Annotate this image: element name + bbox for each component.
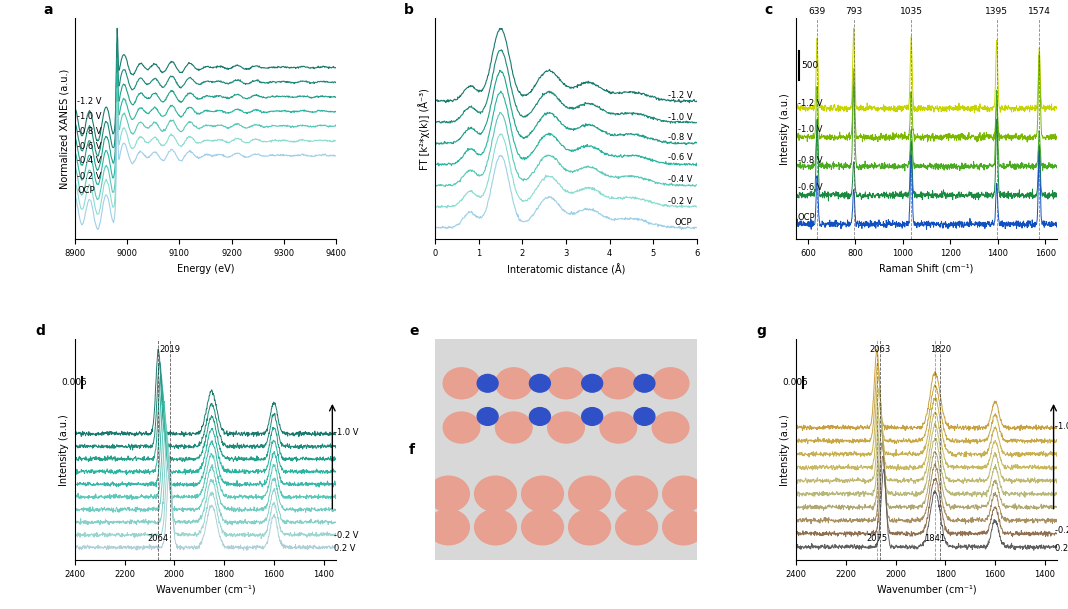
Text: 1841: 1841 xyxy=(925,533,945,543)
Text: 793: 793 xyxy=(845,7,862,16)
Text: -0.8 V: -0.8 V xyxy=(798,156,822,165)
Circle shape xyxy=(663,476,705,512)
X-axis label: Wavenumber (cm⁻¹): Wavenumber (cm⁻¹) xyxy=(156,585,255,594)
Circle shape xyxy=(653,368,689,399)
Text: OCP: OCP xyxy=(675,217,692,227)
Circle shape xyxy=(521,509,564,545)
Circle shape xyxy=(548,368,584,399)
Circle shape xyxy=(582,375,602,392)
Text: a: a xyxy=(44,3,53,17)
Text: e: e xyxy=(409,323,419,337)
Text: -0.8 V: -0.8 V xyxy=(668,133,692,142)
Circle shape xyxy=(582,407,602,425)
Text: -1.2 V: -1.2 V xyxy=(668,91,692,100)
Text: -1.0 V: -1.0 V xyxy=(798,125,822,134)
Text: 639: 639 xyxy=(808,7,826,16)
Text: -1.2 V: -1.2 V xyxy=(77,97,101,106)
Circle shape xyxy=(653,412,689,443)
Circle shape xyxy=(496,412,532,443)
Circle shape xyxy=(474,509,517,545)
Y-axis label: Intensity (a.u.): Intensity (a.u.) xyxy=(59,414,69,485)
Text: -1.0 V: -1.0 V xyxy=(77,112,101,121)
Circle shape xyxy=(568,476,611,512)
X-axis label: Energy (eV): Energy (eV) xyxy=(176,264,234,274)
Text: 1035: 1035 xyxy=(899,7,923,16)
Text: -0.2 V: -0.2 V xyxy=(668,197,692,206)
Circle shape xyxy=(496,368,532,399)
Circle shape xyxy=(663,509,705,545)
Text: -1.2 V: -1.2 V xyxy=(798,99,822,108)
Text: -0.4 V: -0.4 V xyxy=(77,157,101,166)
Text: d: d xyxy=(35,323,46,337)
Circle shape xyxy=(427,509,469,545)
Text: -0.6 V: -0.6 V xyxy=(668,153,692,162)
Text: -1.0 V: -1.0 V xyxy=(333,428,358,437)
Text: -0.8 V: -0.8 V xyxy=(77,127,103,136)
Text: 2019: 2019 xyxy=(159,345,180,354)
Circle shape xyxy=(615,509,658,545)
X-axis label: Raman Shift (cm⁻¹): Raman Shift (cm⁻¹) xyxy=(879,264,974,274)
Text: c: c xyxy=(765,3,773,17)
Y-axis label: Intensity (a.u.): Intensity (a.u.) xyxy=(781,414,790,485)
Circle shape xyxy=(521,476,564,512)
Text: -0.2 V: -0.2 V xyxy=(1055,526,1068,535)
Circle shape xyxy=(634,407,655,425)
Text: -0.2 V: -0.2 V xyxy=(333,530,358,540)
X-axis label: Wavenumber (cm⁻¹): Wavenumber (cm⁻¹) xyxy=(877,585,976,594)
Text: 2064: 2064 xyxy=(147,533,169,543)
Circle shape xyxy=(615,476,658,512)
Circle shape xyxy=(530,375,550,392)
Text: -0.4 V: -0.4 V xyxy=(668,175,692,184)
Circle shape xyxy=(600,412,637,443)
Text: 2063: 2063 xyxy=(869,345,891,354)
Circle shape xyxy=(568,509,611,545)
Circle shape xyxy=(530,407,550,425)
Y-axis label: FT [k²*χ(k)] (Å⁻³): FT [k²*χ(k)] (Å⁻³) xyxy=(418,88,429,170)
Text: 0.005: 0.005 xyxy=(783,378,808,387)
Circle shape xyxy=(427,476,469,512)
Text: g: g xyxy=(757,323,767,337)
Text: -0.6 V: -0.6 V xyxy=(77,142,103,151)
Circle shape xyxy=(477,375,498,392)
Circle shape xyxy=(600,368,637,399)
Text: 2075: 2075 xyxy=(866,533,888,543)
Text: 0.2 V: 0.2 V xyxy=(1055,544,1068,553)
Circle shape xyxy=(548,412,584,443)
Circle shape xyxy=(443,368,480,399)
Text: 0.005: 0.005 xyxy=(61,378,88,387)
Text: 1395: 1395 xyxy=(986,7,1008,16)
Text: 0.2 V: 0.2 V xyxy=(333,544,355,553)
Y-axis label: Normalized XANES (a.u.): Normalized XANES (a.u.) xyxy=(59,69,69,189)
Circle shape xyxy=(477,407,498,425)
Text: -1.0 V: -1.0 V xyxy=(1055,422,1068,431)
Text: 500: 500 xyxy=(801,61,818,70)
Text: -0.2 V: -0.2 V xyxy=(77,172,101,181)
Text: f: f xyxy=(409,443,415,457)
Text: OCP: OCP xyxy=(798,213,816,222)
Text: 1574: 1574 xyxy=(1027,7,1051,16)
Text: -0.6 V: -0.6 V xyxy=(798,183,822,192)
Text: b: b xyxy=(404,3,414,17)
Text: 1820: 1820 xyxy=(930,345,951,354)
Y-axis label: Intensity (a.u.): Intensity (a.u.) xyxy=(781,93,790,165)
X-axis label: Interatomic distance (Å): Interatomic distance (Å) xyxy=(507,264,625,275)
Circle shape xyxy=(443,412,480,443)
Text: -1.0 V: -1.0 V xyxy=(668,113,692,122)
Circle shape xyxy=(634,375,655,392)
Circle shape xyxy=(474,476,517,512)
Text: OCP: OCP xyxy=(77,186,95,195)
